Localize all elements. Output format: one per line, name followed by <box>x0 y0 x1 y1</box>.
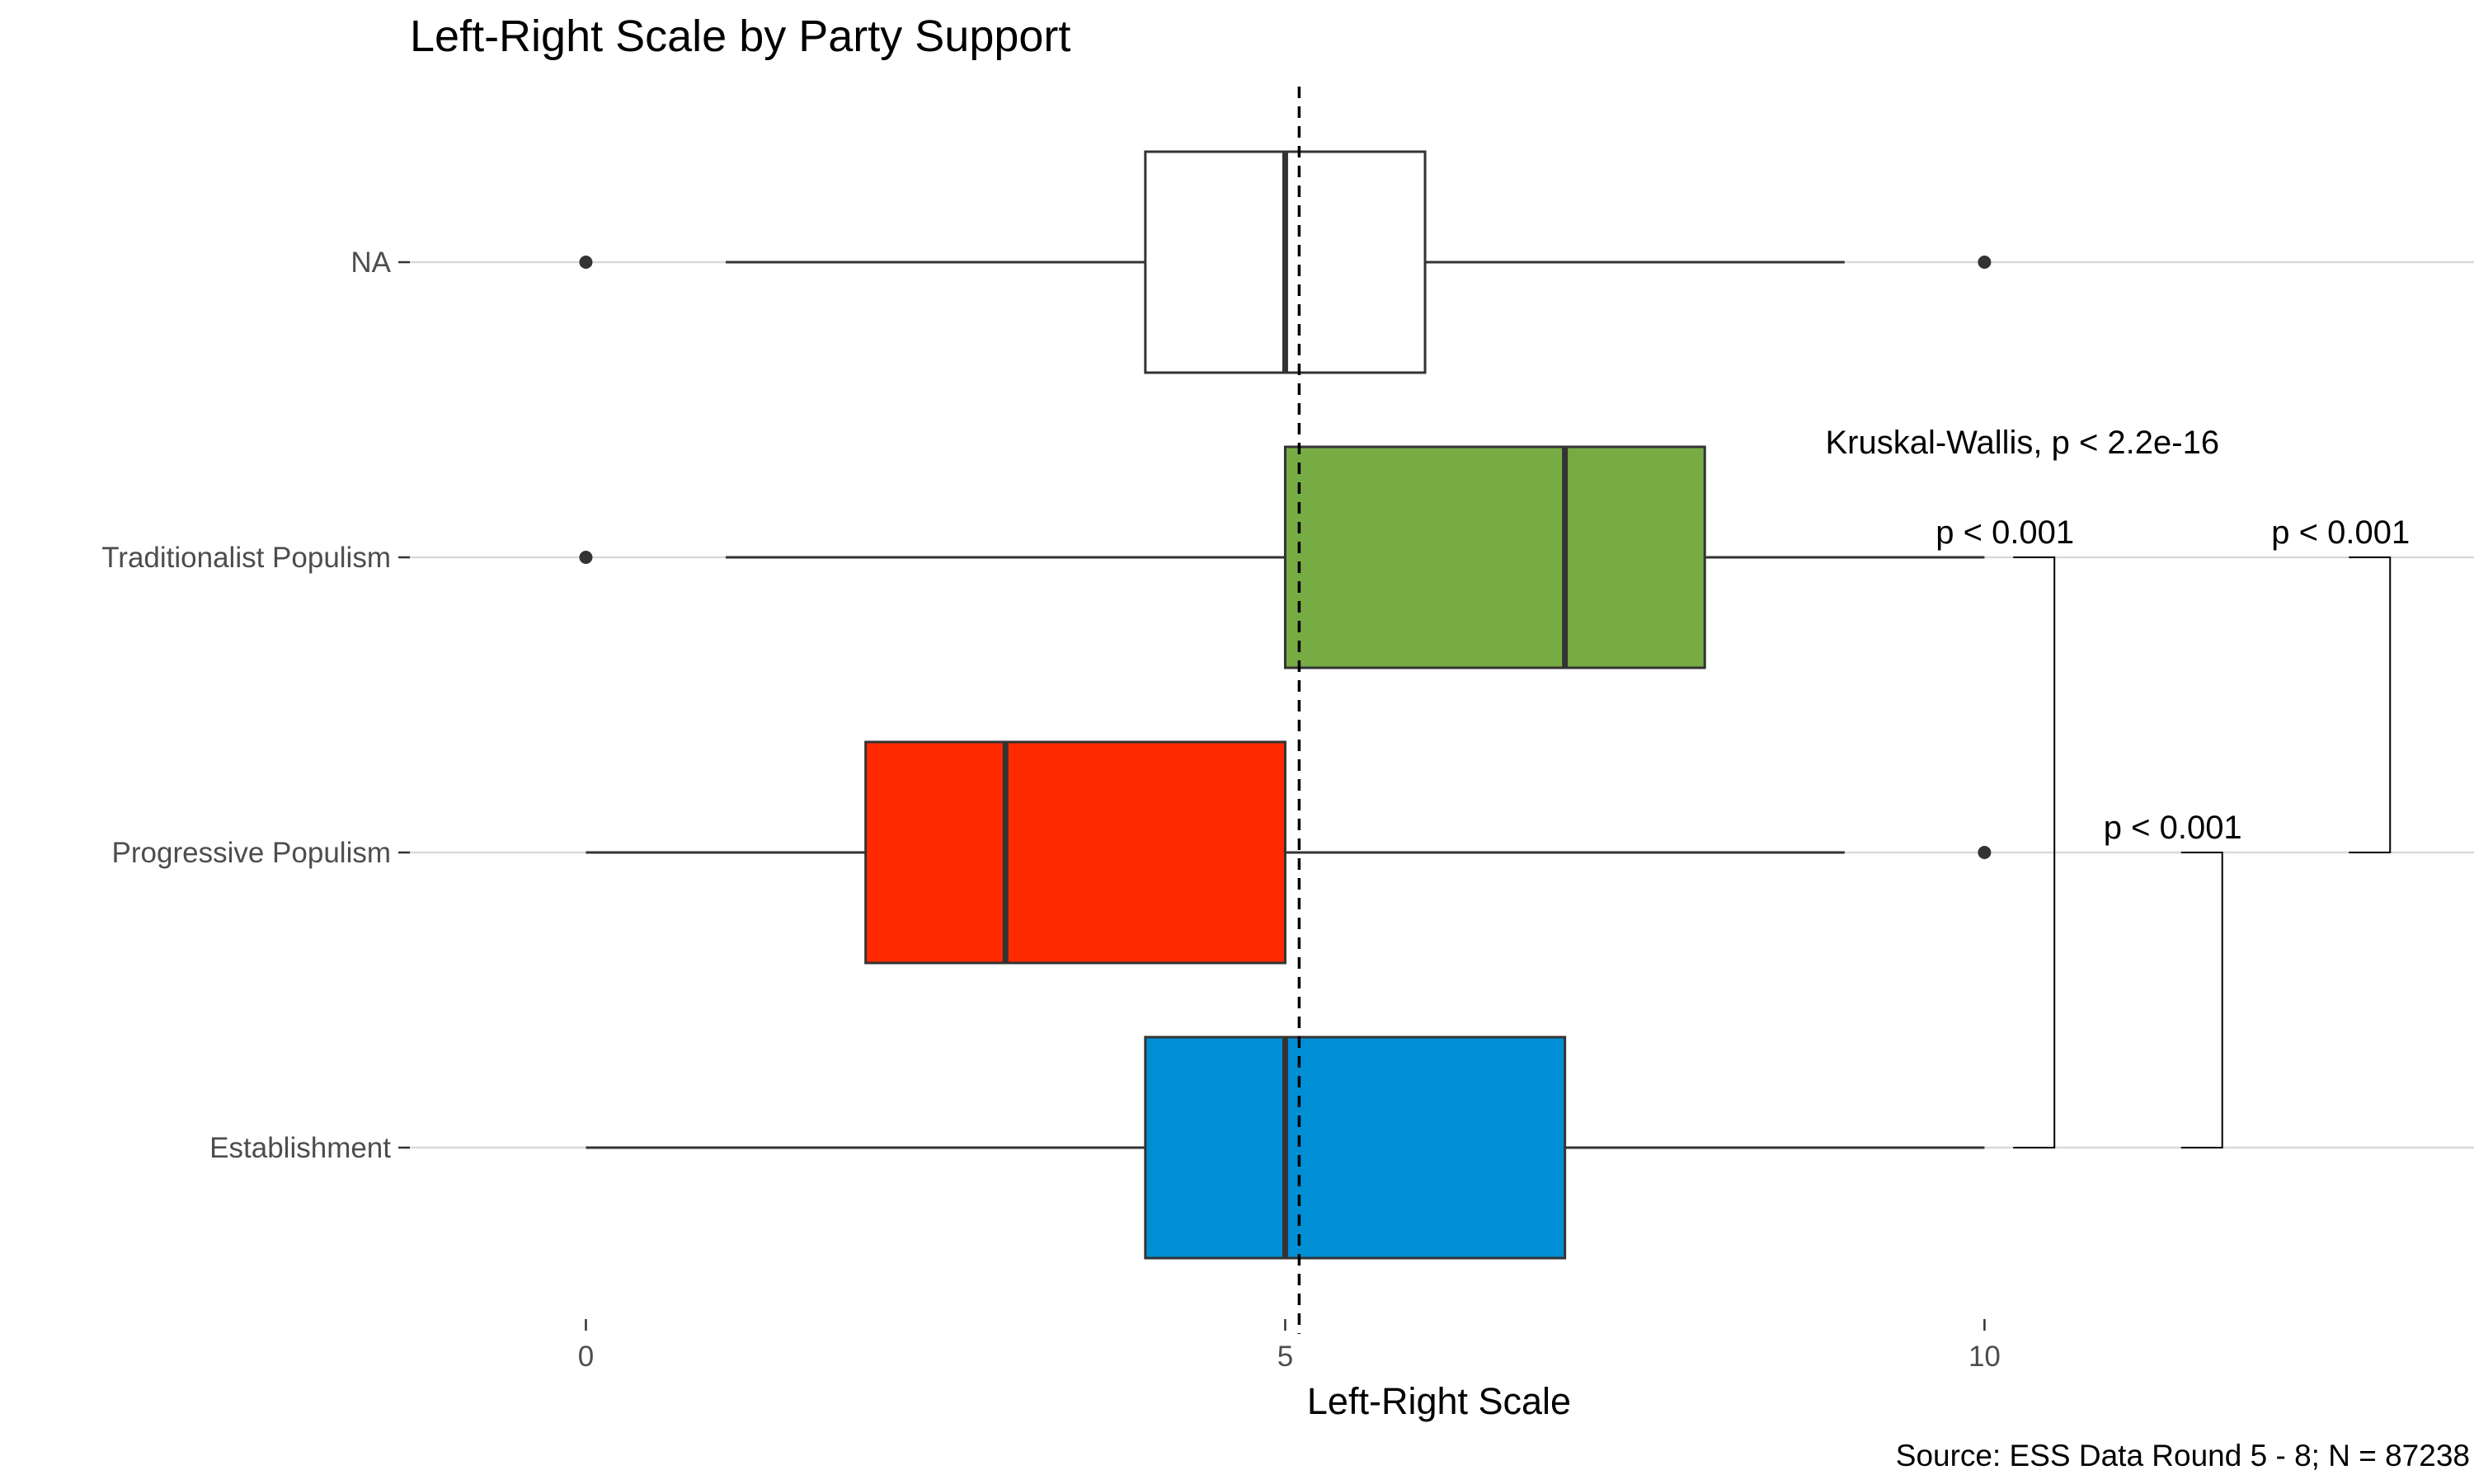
y-tick-label: Progressive Populism <box>112 837 391 869</box>
chart-caption: Source: ESS Data Round 5 - 8; N = 87238 <box>1896 1439 2470 1472</box>
box-body <box>1283 445 1706 669</box>
comparison-bracket <box>2180 852 2223 1148</box>
chart-title: Left-Right Scale by Party Support <box>410 12 1070 61</box>
box-body <box>864 740 1286 965</box>
x-tick-label: 0 <box>578 1341 594 1373</box>
x-axis-title: Left-Right Scale <box>1307 1380 1571 1422</box>
y-axis: NA Traditionalist Populism Progressive Pop… <box>101 247 410 1164</box>
outlier-point <box>579 551 593 564</box>
y-tick-label: Traditionalist Populism <box>101 542 391 574</box>
comparison-label: p < 0.001 <box>2271 514 2410 551</box>
outlier-point <box>1978 256 1992 269</box>
x-tick-label: 5 <box>1277 1341 1293 1373</box>
outlier-point <box>579 256 593 269</box>
test-annotation: Kruskal-Wallis, p < 2.2e-16 <box>1825 425 2219 461</box>
box-group <box>586 740 1992 965</box>
box-group <box>579 445 1985 669</box>
comparison-group: p < 0.001 <box>2271 514 2410 853</box>
box-group <box>586 1036 1985 1260</box>
outlier-point <box>1978 846 1992 859</box>
y-tick-label: NA <box>350 247 391 279</box>
comparison-brackets: p < 0.001 p < 0.001 p < 0.001 Kruskal-Walli… <box>1825 425 2410 1148</box>
comparison-bracket <box>2349 556 2392 853</box>
comparison-group: p < 0.001 <box>2104 810 2242 1148</box>
grid-lines <box>404 261 2474 1149</box>
box-group <box>579 150 1992 374</box>
comparison-label: p < 0.001 <box>2104 810 2242 846</box>
box-body <box>1144 1036 1567 1260</box>
comparison-label: p < 0.001 <box>1935 514 2074 551</box>
comparison-group: p < 0.001 <box>1935 514 2074 1148</box>
comparison-bracket <box>2013 556 2056 1148</box>
box-series <box>579 150 1992 1260</box>
x-tick-label: 10 <box>1968 1341 2001 1373</box>
x-axis: 0 5 10 <box>578 1319 2001 1373</box>
y-tick-label: Establishment <box>209 1132 391 1164</box>
